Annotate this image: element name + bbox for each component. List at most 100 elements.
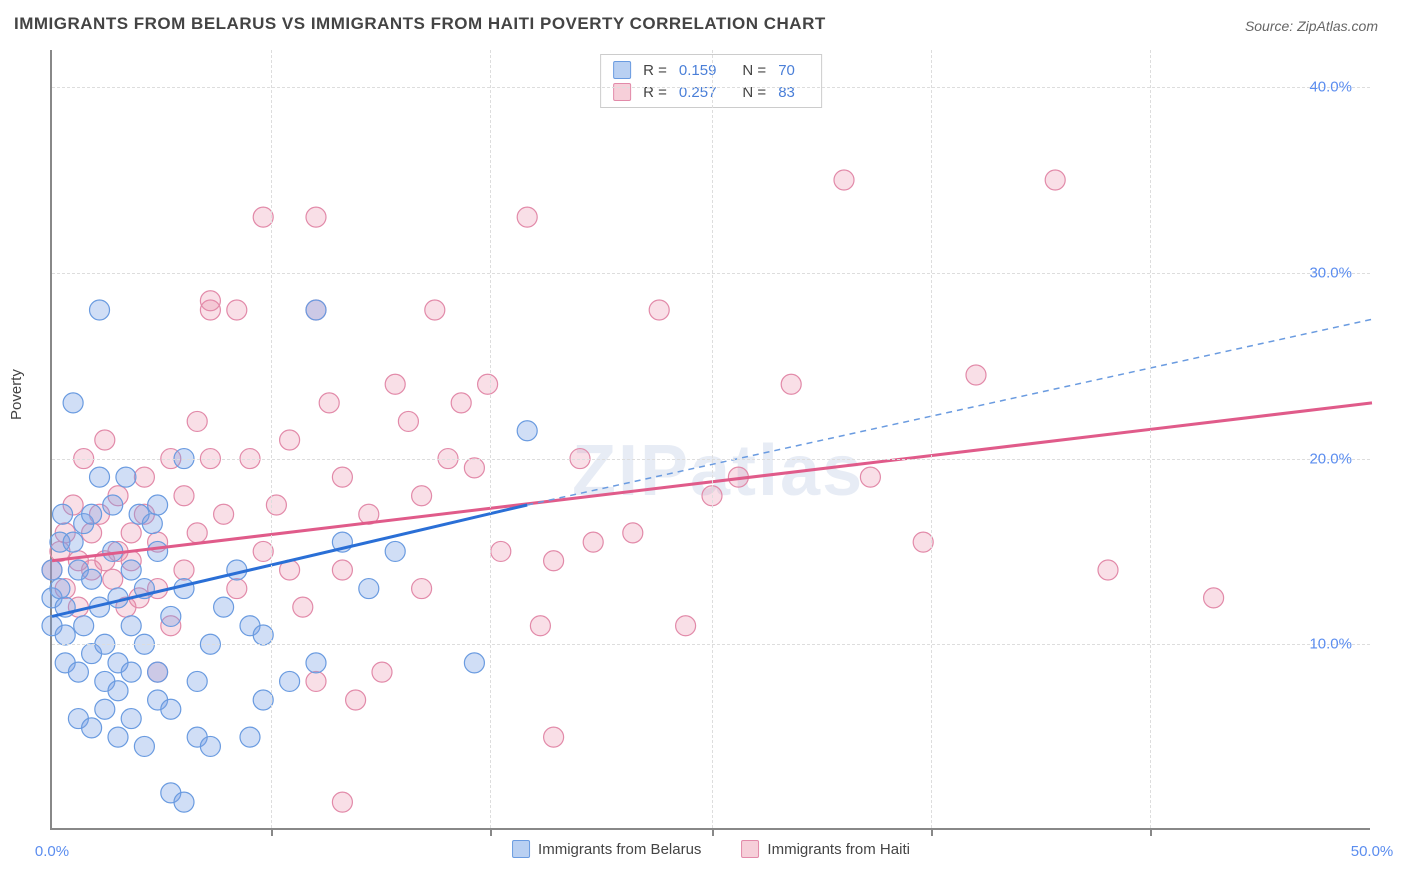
scatter-point-haiti <box>649 300 669 320</box>
y-axis-label: Poverty <box>8 369 25 420</box>
scatter-point-haiti <box>544 551 564 571</box>
scatter-point-belarus <box>42 560 62 580</box>
scatter-point-haiti <box>332 467 352 487</box>
scatter-point-belarus <box>385 541 405 561</box>
scatter-point-haiti <box>425 300 445 320</box>
scatter-point-belarus <box>214 597 234 617</box>
scatter-point-haiti <box>95 430 115 450</box>
scatter-point-belarus <box>161 699 181 719</box>
x-tick-label: 0.0% <box>35 843 69 860</box>
scatter-point-haiti <box>491 541 511 561</box>
y-tick-label: 40.0% <box>1309 79 1352 96</box>
scatter-point-haiti <box>319 393 339 413</box>
scatter-point-haiti <box>103 569 123 589</box>
v-gridline <box>490 50 491 828</box>
scatter-point-haiti <box>1098 560 1118 580</box>
scatter-point-belarus <box>174 792 194 812</box>
scatter-point-belarus <box>50 579 70 599</box>
scatter-point-belarus <box>142 514 162 534</box>
scatter-point-belarus <box>148 541 168 561</box>
scatter-point-haiti <box>174 560 194 580</box>
v-gridline <box>1150 50 1151 828</box>
scatter-point-haiti <box>860 467 880 487</box>
scatter-point-haiti <box>966 365 986 385</box>
scatter-point-belarus <box>121 616 141 636</box>
legend-swatch-belarus <box>512 840 530 858</box>
scatter-point-haiti <box>266 495 286 515</box>
scatter-point-haiti <box>200 291 220 311</box>
series-legend: Immigrants from Belarus Immigrants from … <box>502 840 920 858</box>
v-gridline <box>271 50 272 828</box>
y-tick-label: 30.0% <box>1309 264 1352 281</box>
scatter-point-belarus <box>55 625 75 645</box>
source-name: ZipAtlas.com <box>1297 18 1378 34</box>
scatter-point-haiti <box>412 486 432 506</box>
h-gridline <box>52 273 1370 274</box>
legend-item-haiti: Immigrants from Haiti <box>741 840 910 858</box>
scatter-point-belarus <box>82 504 102 524</box>
scatter-point-haiti <box>385 374 405 394</box>
scatter-point-belarus <box>359 579 379 599</box>
scatter-point-haiti <box>451 393 471 413</box>
scatter-point-haiti <box>121 523 141 543</box>
scatter-point-haiti <box>227 300 247 320</box>
scatter-point-belarus <box>148 662 168 682</box>
scatter-point-belarus <box>161 606 181 626</box>
scatter-point-haiti <box>293 597 313 617</box>
scatter-point-haiti <box>676 616 696 636</box>
scatter-point-belarus <box>82 569 102 589</box>
y-tick-label: 20.0% <box>1309 450 1352 467</box>
scatter-point-haiti <box>332 560 352 580</box>
scatter-point-belarus <box>121 709 141 729</box>
y-tick-label: 10.0% <box>1309 636 1352 653</box>
scatter-point-belarus <box>53 504 73 524</box>
scatter-point-haiti <box>134 467 154 487</box>
chart-plot-area: ZIPatlas R = 0.159 N = 70 R = 0.257 N = … <box>50 50 1370 830</box>
scatter-point-belarus <box>187 671 207 691</box>
legend-swatch-haiti <box>741 840 759 858</box>
regression-line <box>527 319 1372 505</box>
scatter-point-belarus <box>134 736 154 756</box>
scatter-svg <box>52 50 1370 828</box>
scatter-point-haiti <box>398 411 418 431</box>
scatter-point-belarus <box>306 653 326 673</box>
scatter-point-haiti <box>187 411 207 431</box>
scatter-point-haiti <box>478 374 498 394</box>
scatter-point-belarus <box>68 662 88 682</box>
legend-label-haiti: Immigrants from Haiti <box>767 841 910 858</box>
scatter-point-belarus <box>108 681 128 701</box>
scatter-point-belarus <box>306 300 326 320</box>
scatter-point-belarus <box>517 421 537 441</box>
scatter-point-belarus <box>200 736 220 756</box>
h-gridline <box>52 644 1370 645</box>
legend-item-belarus: Immigrants from Belarus <box>512 840 701 858</box>
scatter-point-belarus <box>103 495 123 515</box>
scatter-point-belarus <box>90 467 110 487</box>
scatter-point-haiti <box>372 662 392 682</box>
scatter-point-belarus <box>116 467 136 487</box>
scatter-point-haiti <box>412 579 432 599</box>
chart-title: IMMIGRANTS FROM BELARUS VS IMMIGRANTS FR… <box>14 14 826 34</box>
scatter-point-haiti <box>517 207 537 227</box>
scatter-point-haiti <box>214 504 234 524</box>
scatter-point-haiti <box>583 532 603 552</box>
scatter-point-belarus <box>108 727 128 747</box>
scatter-point-belarus <box>464 653 484 673</box>
scatter-point-haiti <box>1204 588 1224 608</box>
source-label: Source: <box>1245 18 1297 34</box>
scatter-point-haiti <box>834 170 854 190</box>
h-gridline <box>52 87 1370 88</box>
legend-label-belarus: Immigrants from Belarus <box>538 841 701 858</box>
scatter-point-haiti <box>280 430 300 450</box>
chart-source: Source: ZipAtlas.com <box>1245 18 1378 34</box>
scatter-point-haiti <box>1045 170 1065 190</box>
scatter-point-belarus <box>74 616 94 636</box>
scatter-point-haiti <box>306 671 326 691</box>
scatter-point-haiti <box>464 458 484 478</box>
scatter-point-belarus <box>148 495 168 515</box>
scatter-point-haiti <box>332 792 352 812</box>
h-gridline <box>52 459 1370 460</box>
scatter-point-belarus <box>82 718 102 738</box>
scatter-point-haiti <box>187 523 207 543</box>
scatter-point-haiti <box>346 690 366 710</box>
